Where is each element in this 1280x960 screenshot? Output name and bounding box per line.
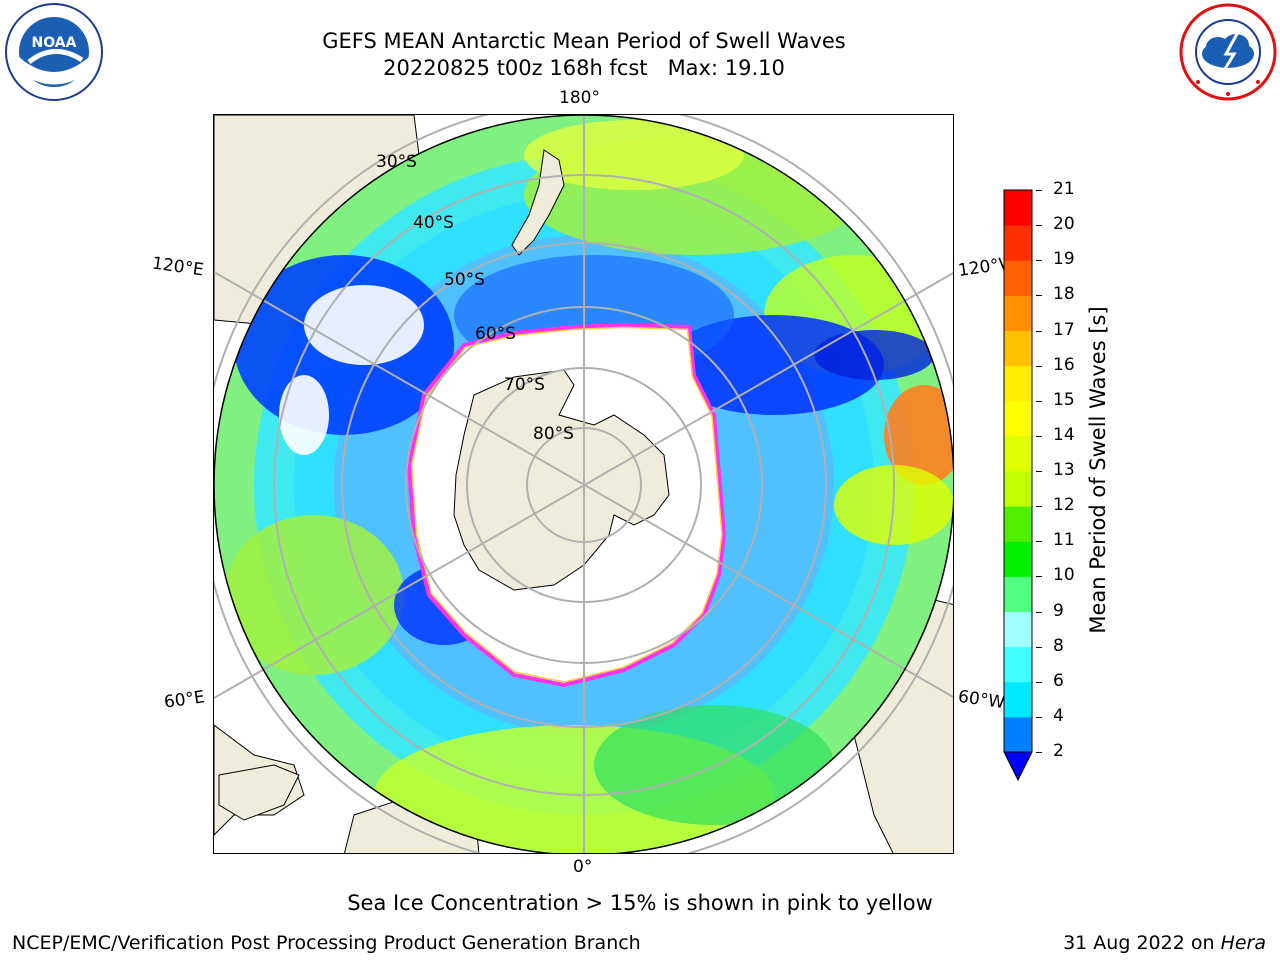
colorbar-tick-label: 4 <box>1053 705 1064 726</box>
longitude-gridlines <box>214 115 953 853</box>
colorbar-tick-label: 12 <box>1053 495 1075 516</box>
colorbar-tick-label: 17 <box>1053 319 1075 340</box>
colorbar-tick-mark <box>1036 471 1042 472</box>
footer-date: 31 Aug 2022 on Hera <box>1063 932 1266 954</box>
lat-label-50s: 50°S <box>444 270 485 290</box>
colorbar-segment <box>1004 541 1032 577</box>
colorbar-tick-mark <box>1036 646 1042 648</box>
map-title: GEFS MEAN Antarctic Mean Period of Swell… <box>322 29 846 53</box>
colorbar-tick-mark <box>1036 506 1042 508</box>
colorbar-segment <box>1004 716 1032 753</box>
noaa-logo-text: NOAA <box>32 35 77 51</box>
nws-logo <box>1178 2 1278 102</box>
colorbar-tick-label: 13 <box>1053 460 1075 480</box>
lat-label-30s: 30°S <box>376 152 417 172</box>
colorbar-segment <box>1004 611 1032 648</box>
land-madagascar <box>218 764 300 821</box>
colorbar-tick-mark <box>1036 400 1042 402</box>
colorbar-label: Mean Period of Swell Waves [s] <box>1086 306 1110 634</box>
colorbar-under-arrow <box>1003 751 1033 782</box>
colorbar-segment <box>1004 260 1032 296</box>
sea-ice-caption: Sea Ice Concentration > 15% is shown in … <box>347 891 933 915</box>
colorbar-tick-label: 14 <box>1053 424 1075 445</box>
lat-label-60s: 60°S <box>475 324 516 344</box>
lon-label-120e: 120°E <box>150 253 205 281</box>
colorbar-segment <box>1004 330 1032 367</box>
colorbar-tick-mark <box>1036 295 1042 297</box>
colorbar-segment <box>1004 400 1032 437</box>
lon-label-0: 0° <box>573 857 593 877</box>
colorbar-tick-mark <box>1036 365 1042 367</box>
colorbar-tick-mark <box>1036 681 1042 683</box>
colorbar-tick-mark <box>1036 190 1042 191</box>
colorbar-tick-label: 19 <box>1053 249 1075 270</box>
colorbar-tick-label: 20 <box>1053 214 1075 235</box>
colorbar-tick-mark <box>1036 576 1042 578</box>
lat-label-80s: 80°S <box>533 424 574 444</box>
map-frame <box>213 114 954 854</box>
colorbar-segment <box>1004 190 1032 226</box>
colorbar-tick-mark <box>1036 611 1042 613</box>
noaa-logo: NOAA <box>4 2 104 102</box>
colorbar-segment <box>1004 506 1032 542</box>
colorbar-tick-label: 2 <box>1053 741 1064 761</box>
lat-label-40s: 40°S <box>413 213 454 233</box>
lon-label-60e: 60°E <box>162 687 207 713</box>
lat-label-70s: 70°S <box>504 375 545 395</box>
colorbar-tick-label: 9 <box>1053 600 1064 621</box>
colorbar-tick-label: 10 <box>1053 565 1075 586</box>
colorbar-segment <box>1004 295 1032 331</box>
colorbar-segment <box>1004 435 1032 472</box>
colorbar-tick-mark <box>1036 225 1042 227</box>
lon-label-180: 180° <box>559 88 600 108</box>
footer-host: Hera <box>1220 932 1266 954</box>
colorbar <box>1000 186 1040 786</box>
colorbar-segment <box>1004 576 1032 612</box>
colorbar-tick-label: 18 <box>1053 284 1075 305</box>
colorbar-segment <box>1004 681 1032 718</box>
colorbar-tick-label: 6 <box>1053 670 1064 691</box>
footer-date-text: 31 Aug 2022 on <box>1063 932 1221 954</box>
colorbar-tick-mark <box>1036 330 1042 332</box>
colorbar-tick-label: 11 <box>1053 530 1075 551</box>
colorbar-segment <box>1004 365 1032 402</box>
colorbar-tick-label: 21 <box>1053 179 1075 199</box>
colorbar-tick-mark <box>1036 752 1042 753</box>
swell-period-map <box>214 115 953 853</box>
colorbar-segment <box>1004 225 1032 261</box>
footer-credit: NCEP/EMC/Verification Post Processing Pr… <box>12 932 641 954</box>
land-antarctica <box>453 369 670 591</box>
colorbar-tick-mark <box>1036 260 1042 262</box>
colorbar-segment <box>1004 471 1032 507</box>
colorbar-frame <box>1003 189 1033 753</box>
colorbar-tick-mark <box>1036 435 1042 437</box>
lon-label-60w: 60°W <box>956 686 1007 714</box>
colorbar-tick-label: 16 <box>1053 354 1075 375</box>
colorbar-tick-mark <box>1036 716 1042 718</box>
colorbar-tick-label: 15 <box>1053 389 1075 410</box>
colorbar-tick-label: 8 <box>1053 635 1064 656</box>
colorbar-tick-mark <box>1036 541 1042 543</box>
map-subtitle: 20220825 t00z 168h fcst Max: 19.10 <box>383 56 785 80</box>
colorbar-segment <box>1004 646 1032 683</box>
